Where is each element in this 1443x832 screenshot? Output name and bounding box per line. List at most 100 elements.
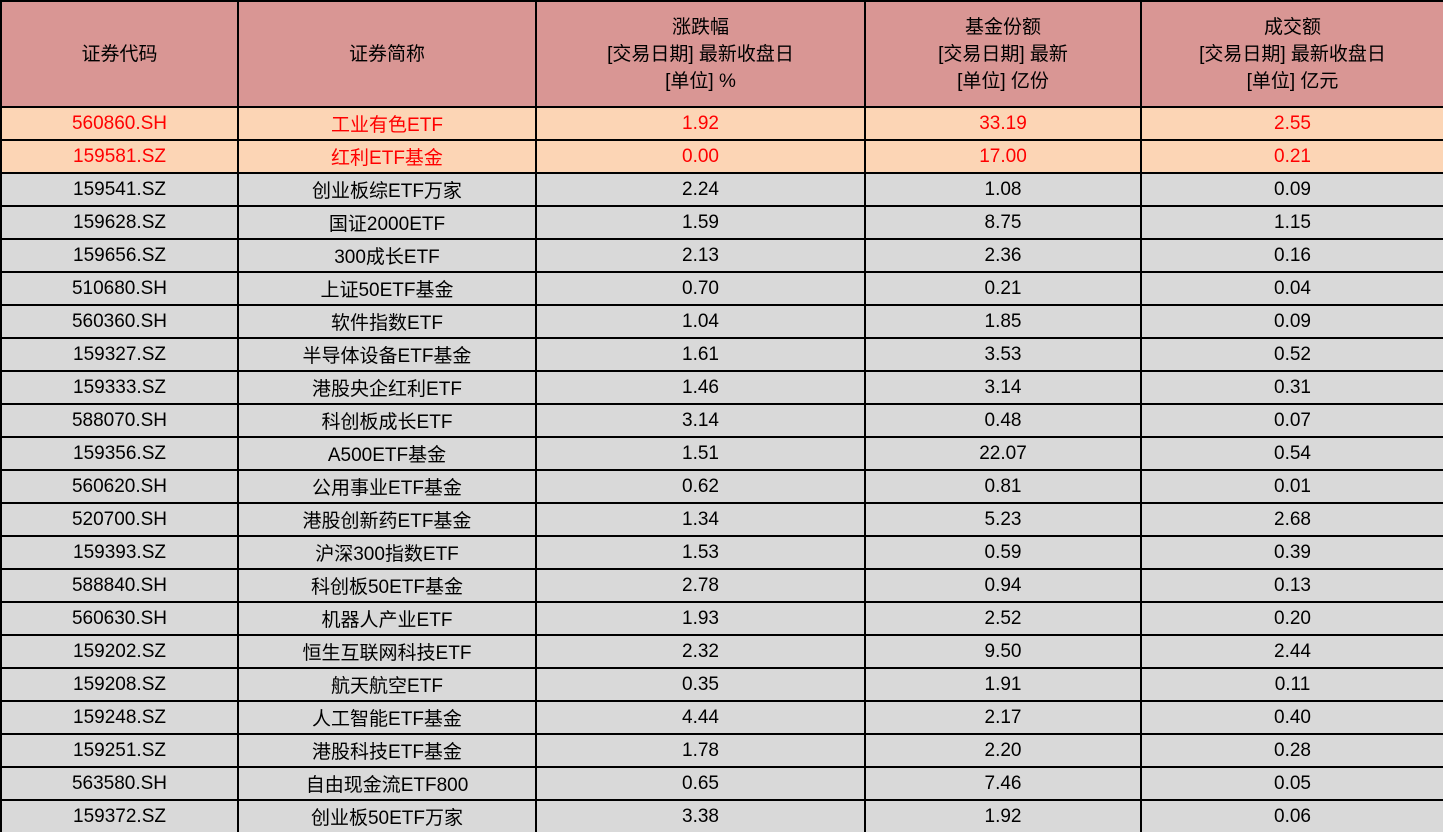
- col-header-code: 证券代码: [0, 0, 239, 108]
- table-row: 560630.SH 机器人产业ETF 1.93 2.52 0.20: [0, 601, 1443, 636]
- cell-shares: 22.07: [864, 436, 1142, 471]
- cell-shares: 1.91: [864, 667, 1142, 702]
- header-line: 涨跌幅: [671, 16, 729, 38]
- cell-change: 0.00: [535, 139, 866, 174]
- table-row: 159541.SZ 创业板综ETF万家 2.24 1.08 0.09: [0, 172, 1443, 207]
- cell-shares: 7.46: [864, 766, 1142, 801]
- header-row: 证券代码 证券简称 涨跌幅 [交易日期] 最新收盘日 [单位] % 基金份额 [交易日期] …: [0, 0, 1443, 108]
- cell-turnover: 2.44: [1140, 634, 1443, 669]
- cell-change: 2.24: [535, 172, 866, 207]
- cell-name: 软件指数ETF: [237, 304, 537, 339]
- table-row: 159202.SZ 恒生互联网科技ETF 2.32 9.50 2.44: [0, 634, 1443, 669]
- cell-turnover: 0.05: [1140, 766, 1443, 801]
- cell-code: 159333.SZ: [0, 370, 239, 405]
- table-row: 159333.SZ 港股央企红利ETF 1.46 3.14 0.31: [0, 370, 1443, 405]
- cell-code: 159628.SZ: [0, 205, 239, 240]
- cell-turnover: 0.06: [1140, 799, 1443, 832]
- cell-turnover: 0.07: [1140, 403, 1443, 438]
- cell-change: 1.51: [535, 436, 866, 471]
- table-row: 159208.SZ 航天航空ETF 0.35 1.91 0.11: [0, 667, 1443, 702]
- cell-turnover: 0.09: [1140, 172, 1443, 207]
- cell-turnover: 0.13: [1140, 568, 1443, 603]
- header-line: 基金份额: [964, 16, 1041, 38]
- table-row: 560360.SH 软件指数ETF 1.04 1.85 0.09: [0, 304, 1443, 339]
- table-row: 159656.SZ 300成长ETF 2.13 2.36 0.16: [0, 238, 1443, 273]
- table-row: 159628.SZ 国证2000ETF 1.59 8.75 1.15: [0, 205, 1443, 240]
- cell-code: 159656.SZ: [0, 238, 239, 273]
- table-row: 588840.SH 科创板50ETF基金 2.78 0.94 0.13: [0, 568, 1443, 603]
- cell-shares: 2.52: [864, 601, 1142, 636]
- cell-turnover: 0.16: [1140, 238, 1443, 273]
- cell-shares: 2.17: [864, 700, 1142, 735]
- cell-turnover: 0.39: [1140, 535, 1443, 570]
- cell-code: 159208.SZ: [0, 667, 239, 702]
- header-line: 证券代码: [81, 43, 158, 65]
- cell-change: 4.44: [535, 700, 866, 735]
- cell-change: 0.35: [535, 667, 866, 702]
- cell-shares: 1.92: [864, 799, 1142, 832]
- cell-code: 159581.SZ: [0, 139, 239, 174]
- cell-code: 159202.SZ: [0, 634, 239, 669]
- cell-name: 上证50ETF基金: [237, 271, 537, 306]
- cell-code: 588070.SH: [0, 403, 239, 438]
- cell-code: 563580.SH: [0, 766, 239, 801]
- cell-shares: 0.81: [864, 469, 1142, 504]
- table-row: 159393.SZ 沪深300指数ETF 1.53 0.59 0.39: [0, 535, 1443, 570]
- cell-code: 560620.SH: [0, 469, 239, 504]
- cell-change: 1.53: [535, 535, 866, 570]
- col-header-change: 涨跌幅 [交易日期] 最新收盘日 [单位] %: [535, 0, 866, 108]
- header-line: [交易日期] 最新收盘日: [1199, 43, 1386, 65]
- cell-shares: 33.19: [864, 106, 1142, 141]
- cell-name: 自由现金流ETF800: [237, 766, 537, 801]
- cell-code: 159248.SZ: [0, 700, 239, 735]
- cell-change: 2.32: [535, 634, 866, 669]
- cell-code: 520700.SH: [0, 502, 239, 537]
- cell-change: 1.59: [535, 205, 866, 240]
- table-row: 560620.SH 公用事业ETF基金 0.62 0.81 0.01: [0, 469, 1443, 504]
- cell-change: 3.14: [535, 403, 866, 438]
- cell-turnover: 2.68: [1140, 502, 1443, 537]
- cell-change: 1.93: [535, 601, 866, 636]
- table-row: 159251.SZ 港股科技ETF基金 1.78 2.20 0.28: [0, 733, 1443, 768]
- cell-code: 588840.SH: [0, 568, 239, 603]
- cell-change: 1.61: [535, 337, 866, 372]
- cell-change: 1.92: [535, 106, 866, 141]
- cell-shares: 5.23: [864, 502, 1142, 537]
- cell-change: 0.70: [535, 271, 866, 306]
- cell-shares: 17.00: [864, 139, 1142, 174]
- cell-name: 沪深300指数ETF: [237, 535, 537, 570]
- cell-change: 3.38: [535, 799, 866, 832]
- cell-change: 0.65: [535, 766, 866, 801]
- cell-name: 机器人产业ETF: [237, 601, 537, 636]
- cell-code: 159327.SZ: [0, 337, 239, 372]
- cell-name: 国证2000ETF: [237, 205, 537, 240]
- cell-turnover: 2.55: [1140, 106, 1443, 141]
- cell-name: 科创板50ETF基金: [237, 568, 537, 603]
- cell-code: 560630.SH: [0, 601, 239, 636]
- cell-code: 560860.SH: [0, 106, 239, 141]
- cell-change: 1.78: [535, 733, 866, 768]
- cell-shares: 0.59: [864, 535, 1142, 570]
- header-line: [单位] 亿份: [957, 70, 1049, 92]
- cell-code: 159393.SZ: [0, 535, 239, 570]
- cell-code: 159372.SZ: [0, 799, 239, 832]
- cell-turnover: 0.09: [1140, 304, 1443, 339]
- cell-change: 2.78: [535, 568, 866, 603]
- header-line: 证券简称: [348, 43, 425, 65]
- cell-shares: 3.14: [864, 370, 1142, 405]
- cell-turnover: 0.21: [1140, 139, 1443, 174]
- cell-turnover: 0.31: [1140, 370, 1443, 405]
- table-row: 159248.SZ 人工智能ETF基金 4.44 2.17 0.40: [0, 700, 1443, 735]
- cell-change: 0.62: [535, 469, 866, 504]
- cell-shares: 3.53: [864, 337, 1142, 372]
- table-body: 560860.SH 工业有色ETF 1.92 33.19 2.55 159581.SZ 红利…: [0, 106, 1443, 832]
- cell-shares: 0.21: [864, 271, 1142, 306]
- cell-shares: 9.50: [864, 634, 1142, 669]
- cell-name: 半导体设备ETF基金: [237, 337, 537, 372]
- cell-shares: 2.20: [864, 733, 1142, 768]
- col-header-shares: 基金份额 [交易日期] 最新 [单位] 亿份: [864, 0, 1142, 108]
- cell-code: 159541.SZ: [0, 172, 239, 207]
- cell-name: 300成长ETF: [237, 238, 537, 273]
- table-row: 159372.SZ 创业板50ETF万家 3.38 1.92 0.06: [0, 799, 1443, 832]
